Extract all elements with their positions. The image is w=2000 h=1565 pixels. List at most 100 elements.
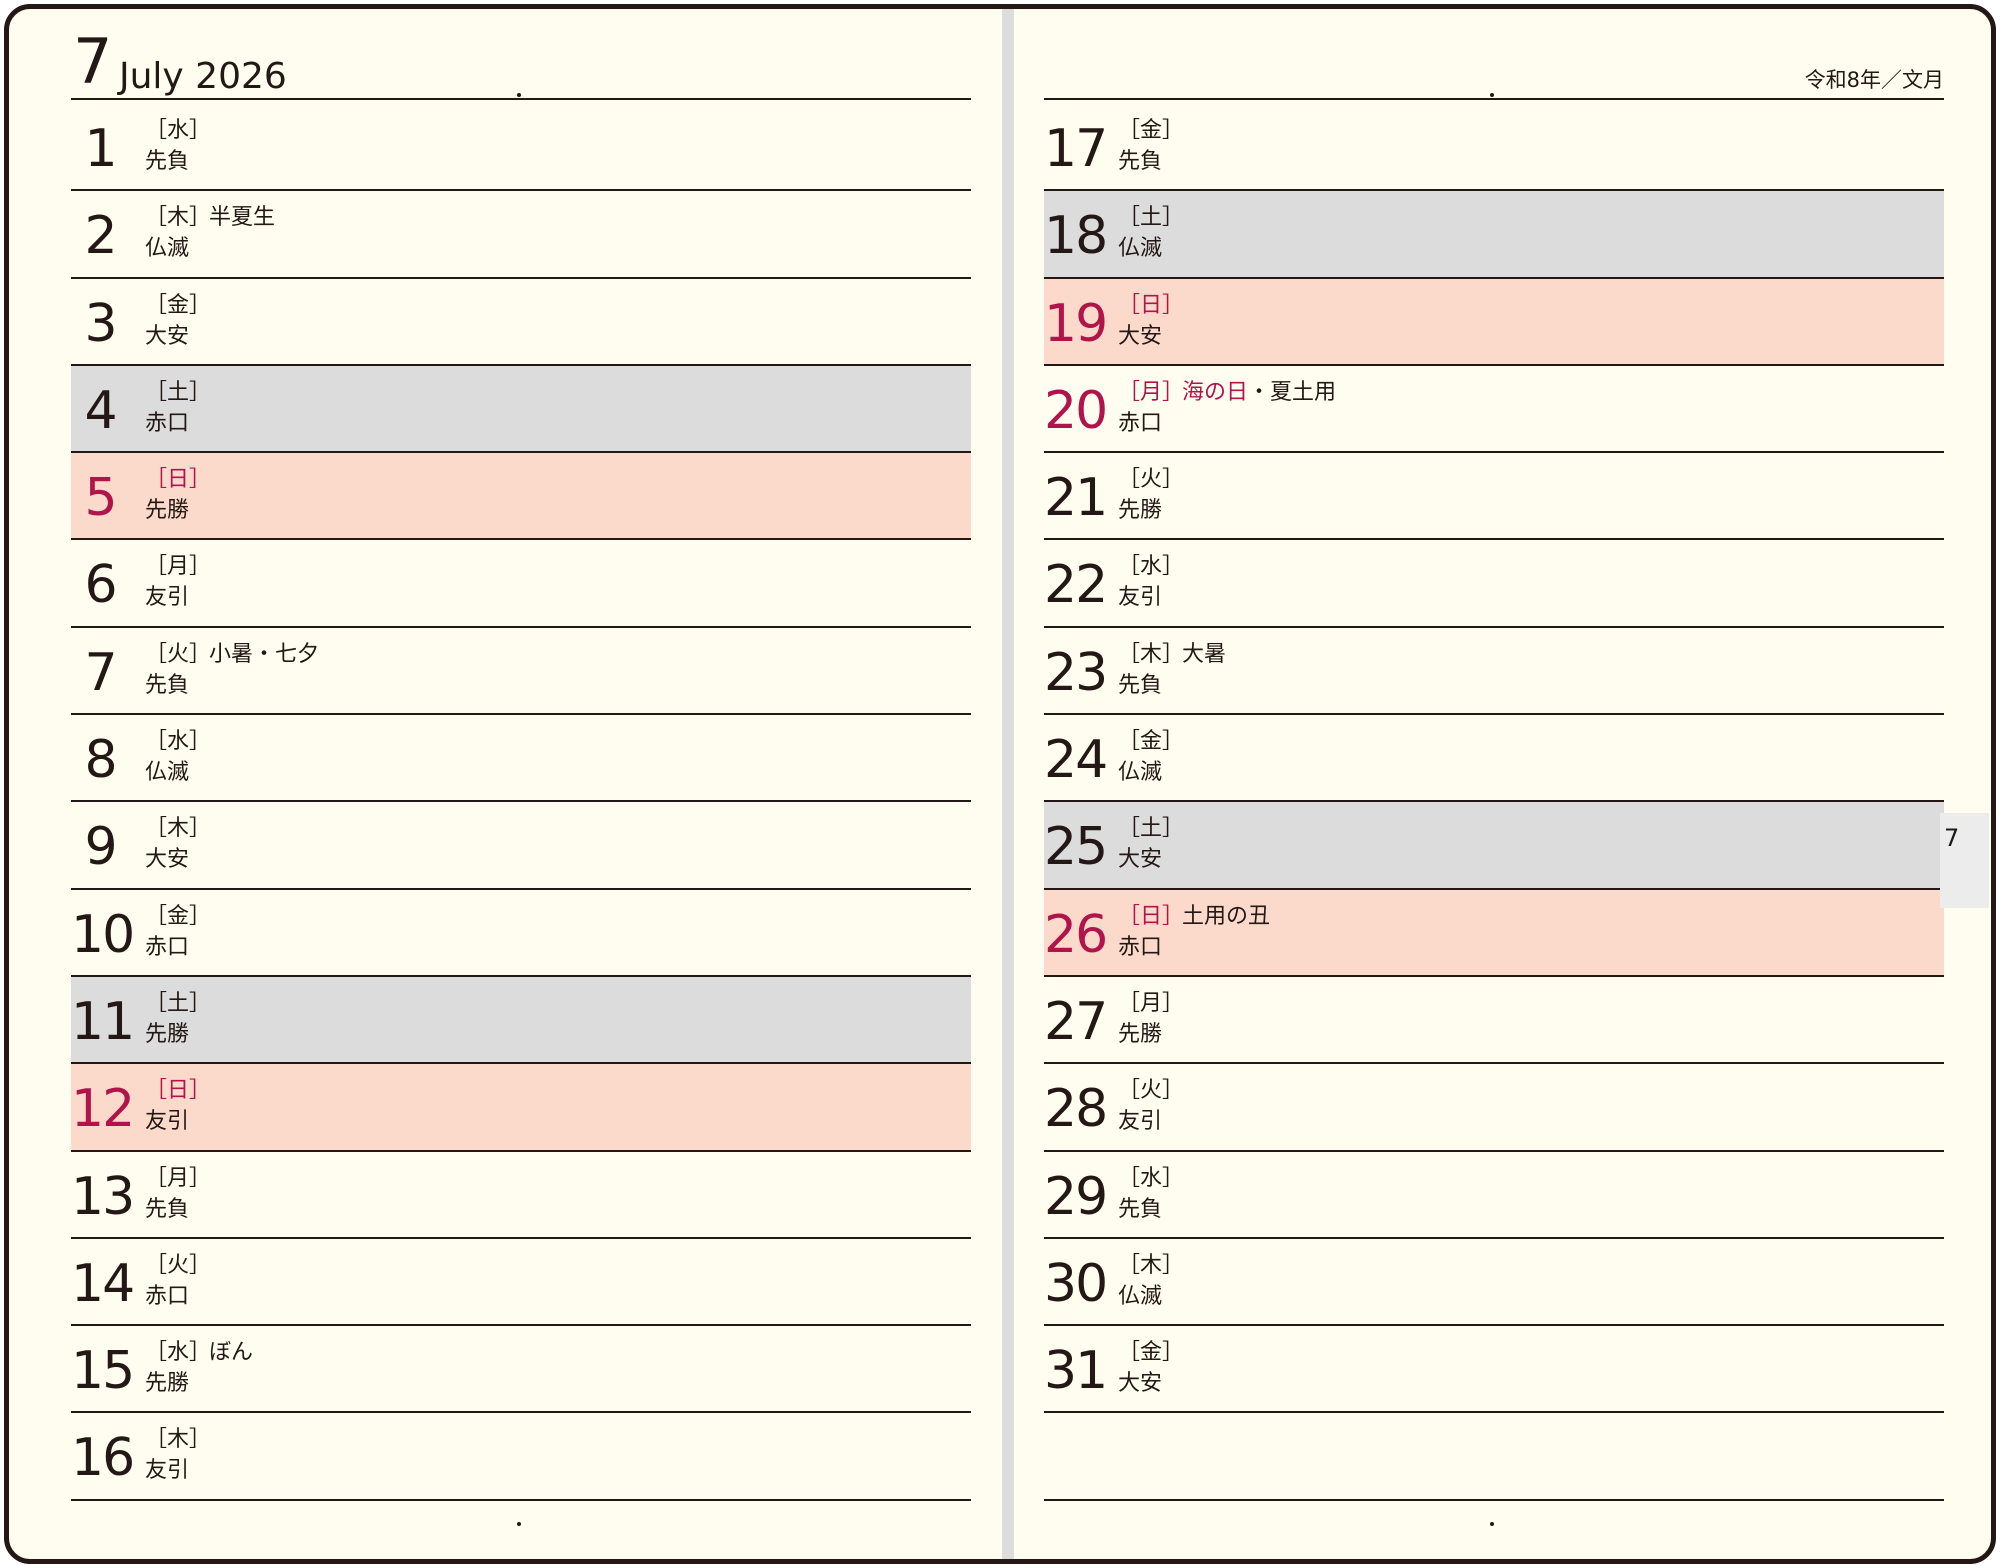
rokuyo-label: 友引 — [145, 585, 190, 611]
day-number: 17 — [1044, 119, 1108, 179]
rokuyo-label: 大安 — [1118, 323, 1163, 349]
day-row[interactable]: 23 ［木］ 大暑 先負 — [1044, 628, 1944, 716]
day-number: 15 — [71, 1341, 135, 1402]
era-month-label: 令和8年／文月 — [1804, 68, 1944, 92]
weekday-label: ［月］ — [145, 554, 212, 580]
weekday-label: ［木］ — [1118, 641, 1185, 667]
day-number: 24 — [1044, 730, 1108, 791]
day-number: 31 — [1044, 1341, 1108, 1402]
weekday-label: ［日］ — [1118, 903, 1185, 929]
day-number: 22 — [1044, 555, 1108, 616]
rokuyo-label: 先負 — [145, 1196, 190, 1222]
day-row[interactable]: 3 ［金］ 大安 — [71, 279, 971, 366]
day-number: 1 — [84, 119, 117, 179]
weekday-label: ［水］ — [145, 118, 212, 143]
day-row[interactable]: 15 ［水］ ぼん 先勝 — [71, 1326, 971, 1414]
day-row[interactable]: 18 ［土］ 仏滅 — [1044, 191, 1944, 279]
day-event-label: ぼん — [209, 1340, 253, 1366]
day-row[interactable]: 14 ［火］ 赤口 — [71, 1239, 971, 1327]
month-label: July 2026 — [119, 56, 287, 97]
rokuyo-label: 先負 — [145, 672, 190, 698]
day-row[interactable]: 13 ［月］ 先負 — [71, 1152, 971, 1239]
day-row[interactable]: 19 ［日］ 大安 — [1044, 278, 1944, 366]
day-number: 11 — [71, 991, 135, 1052]
empty-row[interactable] — [1044, 1413, 1944, 1501]
day-number: 6 — [84, 555, 117, 616]
rokuyo-label: 大安 — [1118, 847, 1163, 873]
day-number: 3 — [84, 293, 117, 354]
day-number: 21 — [1044, 468, 1108, 529]
weekday-label: ［月］ — [1118, 990, 1185, 1016]
day-number: 29 — [1044, 1166, 1108, 1227]
day-row[interactable]: 16 ［木］ 友引 — [71, 1413, 971, 1501]
left-page-header: 7 July 2026 — [71, 29, 971, 100]
weekday-label: ［火］ — [145, 1252, 212, 1278]
day-number: 23 — [1044, 642, 1108, 703]
rokuyo-label: 赤口 — [145, 1283, 190, 1309]
page-gutter — [1002, 9, 1014, 1559]
weekday-label: ［木］ — [1118, 1252, 1185, 1278]
day-event-label: 半夏生 — [209, 205, 275, 231]
planner-cover-frame: 7 July 2026 1 ［水］ 先負 2 ［木］ 半夏生 仏滅 3 ［金］ 大安 4 ［土］ 赤口 5… — [4, 4, 1996, 1564]
rokuyo-label: 赤口 — [1118, 410, 1163, 436]
rokuyo-label: 仏滅 — [1118, 760, 1163, 786]
event-name: ・夏土用 — [1248, 379, 1337, 405]
day-number: 18 — [1044, 206, 1108, 267]
day-row[interactable]: 7 ［火］ 小暑・七夕 先負 — [71, 628, 971, 716]
day-row[interactable]: 28 ［火］ 友引 — [1044, 1064, 1944, 1152]
rokuyo-label: 大安 — [145, 323, 190, 349]
day-row[interactable]: 11 ［土］ 先勝 — [71, 976, 971, 1065]
day-event-label: 土用の丑 — [1182, 904, 1270, 930]
rokuyo-label: 大安 — [1118, 1371, 1163, 1397]
day-number: 9 — [84, 817, 117, 878]
weekday-label: ［金］ — [1118, 1340, 1185, 1366]
day-row[interactable]: 2 ［木］ 半夏生 仏滅 — [71, 191, 971, 279]
weekday-label: ［水］ — [145, 1340, 212, 1366]
day-row[interactable]: 4 ［土］ 赤口 — [71, 365, 971, 454]
day-row[interactable]: 27 ［月］ 先勝 — [1044, 977, 1944, 1065]
rokuyo-label: 先負 — [1118, 149, 1163, 174]
weekday-label: ［木］ — [145, 205, 212, 231]
weekday-label: ［月］ — [145, 1165, 212, 1191]
day-row[interactable]: 24 ［金］ 仏滅 — [1044, 715, 1944, 803]
day-row[interactable]: 25 ［土］ 大安 — [1044, 802, 1944, 890]
weekday-label: ［土］ — [145, 379, 212, 405]
day-row[interactable]: 5 ［日］ 先勝 — [71, 453, 971, 541]
day-row[interactable]: 30 ［木］ 仏滅 — [1044, 1239, 1944, 1327]
weekday-label: ［土］ — [1118, 816, 1185, 842]
weekday-label: ［火］ — [1118, 467, 1185, 493]
day-row[interactable]: 31 ［金］ 大安 — [1044, 1326, 1944, 1414]
rokuyo-label: 先負 — [1118, 672, 1163, 698]
event-name: 大暑 — [1182, 641, 1227, 667]
rokuyo-label: 仏滅 — [145, 236, 190, 262]
right-day-list: 17 ［金］ 先負 18 ［土］ 仏滅 19 ［日］ 大安 20 ［月］ 海の日・夏土用 赤口 21 ［火］… — [1044, 104, 1944, 1501]
rokuyo-label: 赤口 — [1118, 934, 1163, 960]
day-row[interactable]: 21 ［火］ 先勝 — [1044, 453, 1944, 541]
day-number: 19 — [1044, 293, 1108, 354]
month-index-tab[interactable]: 7 — [1940, 813, 1989, 908]
center-dot — [517, 93, 521, 97]
day-row[interactable]: 6 ［月］ 友引 — [71, 540, 971, 628]
rokuyo-label: 大安 — [145, 847, 190, 873]
day-row[interactable]: 20 ［月］ 海の日・夏土用 赤口 — [1044, 366, 1944, 454]
day-number: 27 — [1044, 991, 1108, 1052]
day-row[interactable]: 17 ［金］ 先負 — [1044, 104, 1944, 192]
day-row[interactable]: 29 ［水］ 先負 — [1044, 1152, 1944, 1239]
day-row[interactable]: 8 ［水］ 仏滅 — [71, 715, 971, 803]
day-row[interactable]: 12 ［日］ 友引 — [71, 1064, 971, 1152]
weekday-label: ［火］ — [1118, 1078, 1185, 1104]
day-row[interactable]: 26 ［日］ 土用の丑 赤口 — [1044, 889, 1944, 977]
day-row[interactable]: 10 ［金］ 赤口 — [71, 890, 971, 977]
rokuyo-label: 友引 — [1118, 585, 1163, 611]
left-day-list: 1 ［水］ 先負 2 ［木］ 半夏生 仏滅 3 ［金］ 大安 4 ［土］ 赤口 5 ［日］ 先勝 6 ［月］ 友引 7… — [71, 104, 971, 1501]
weekday-label: ［木］ — [145, 1427, 212, 1453]
weekday-label: ［火］ — [145, 641, 212, 667]
day-number: 12 — [71, 1079, 135, 1140]
day-row[interactable]: 22 ［水］ 友引 — [1044, 540, 1944, 628]
weekday-label: ［金］ — [145, 292, 212, 318]
day-row[interactable]: 9 ［木］ 大安 — [71, 802, 971, 890]
rokuyo-label: 友引 — [145, 1109, 190, 1135]
day-row[interactable]: 1 ［水］ 先負 — [71, 104, 971, 192]
center-dot — [1490, 1522, 1494, 1526]
day-number: 10 — [71, 904, 135, 965]
